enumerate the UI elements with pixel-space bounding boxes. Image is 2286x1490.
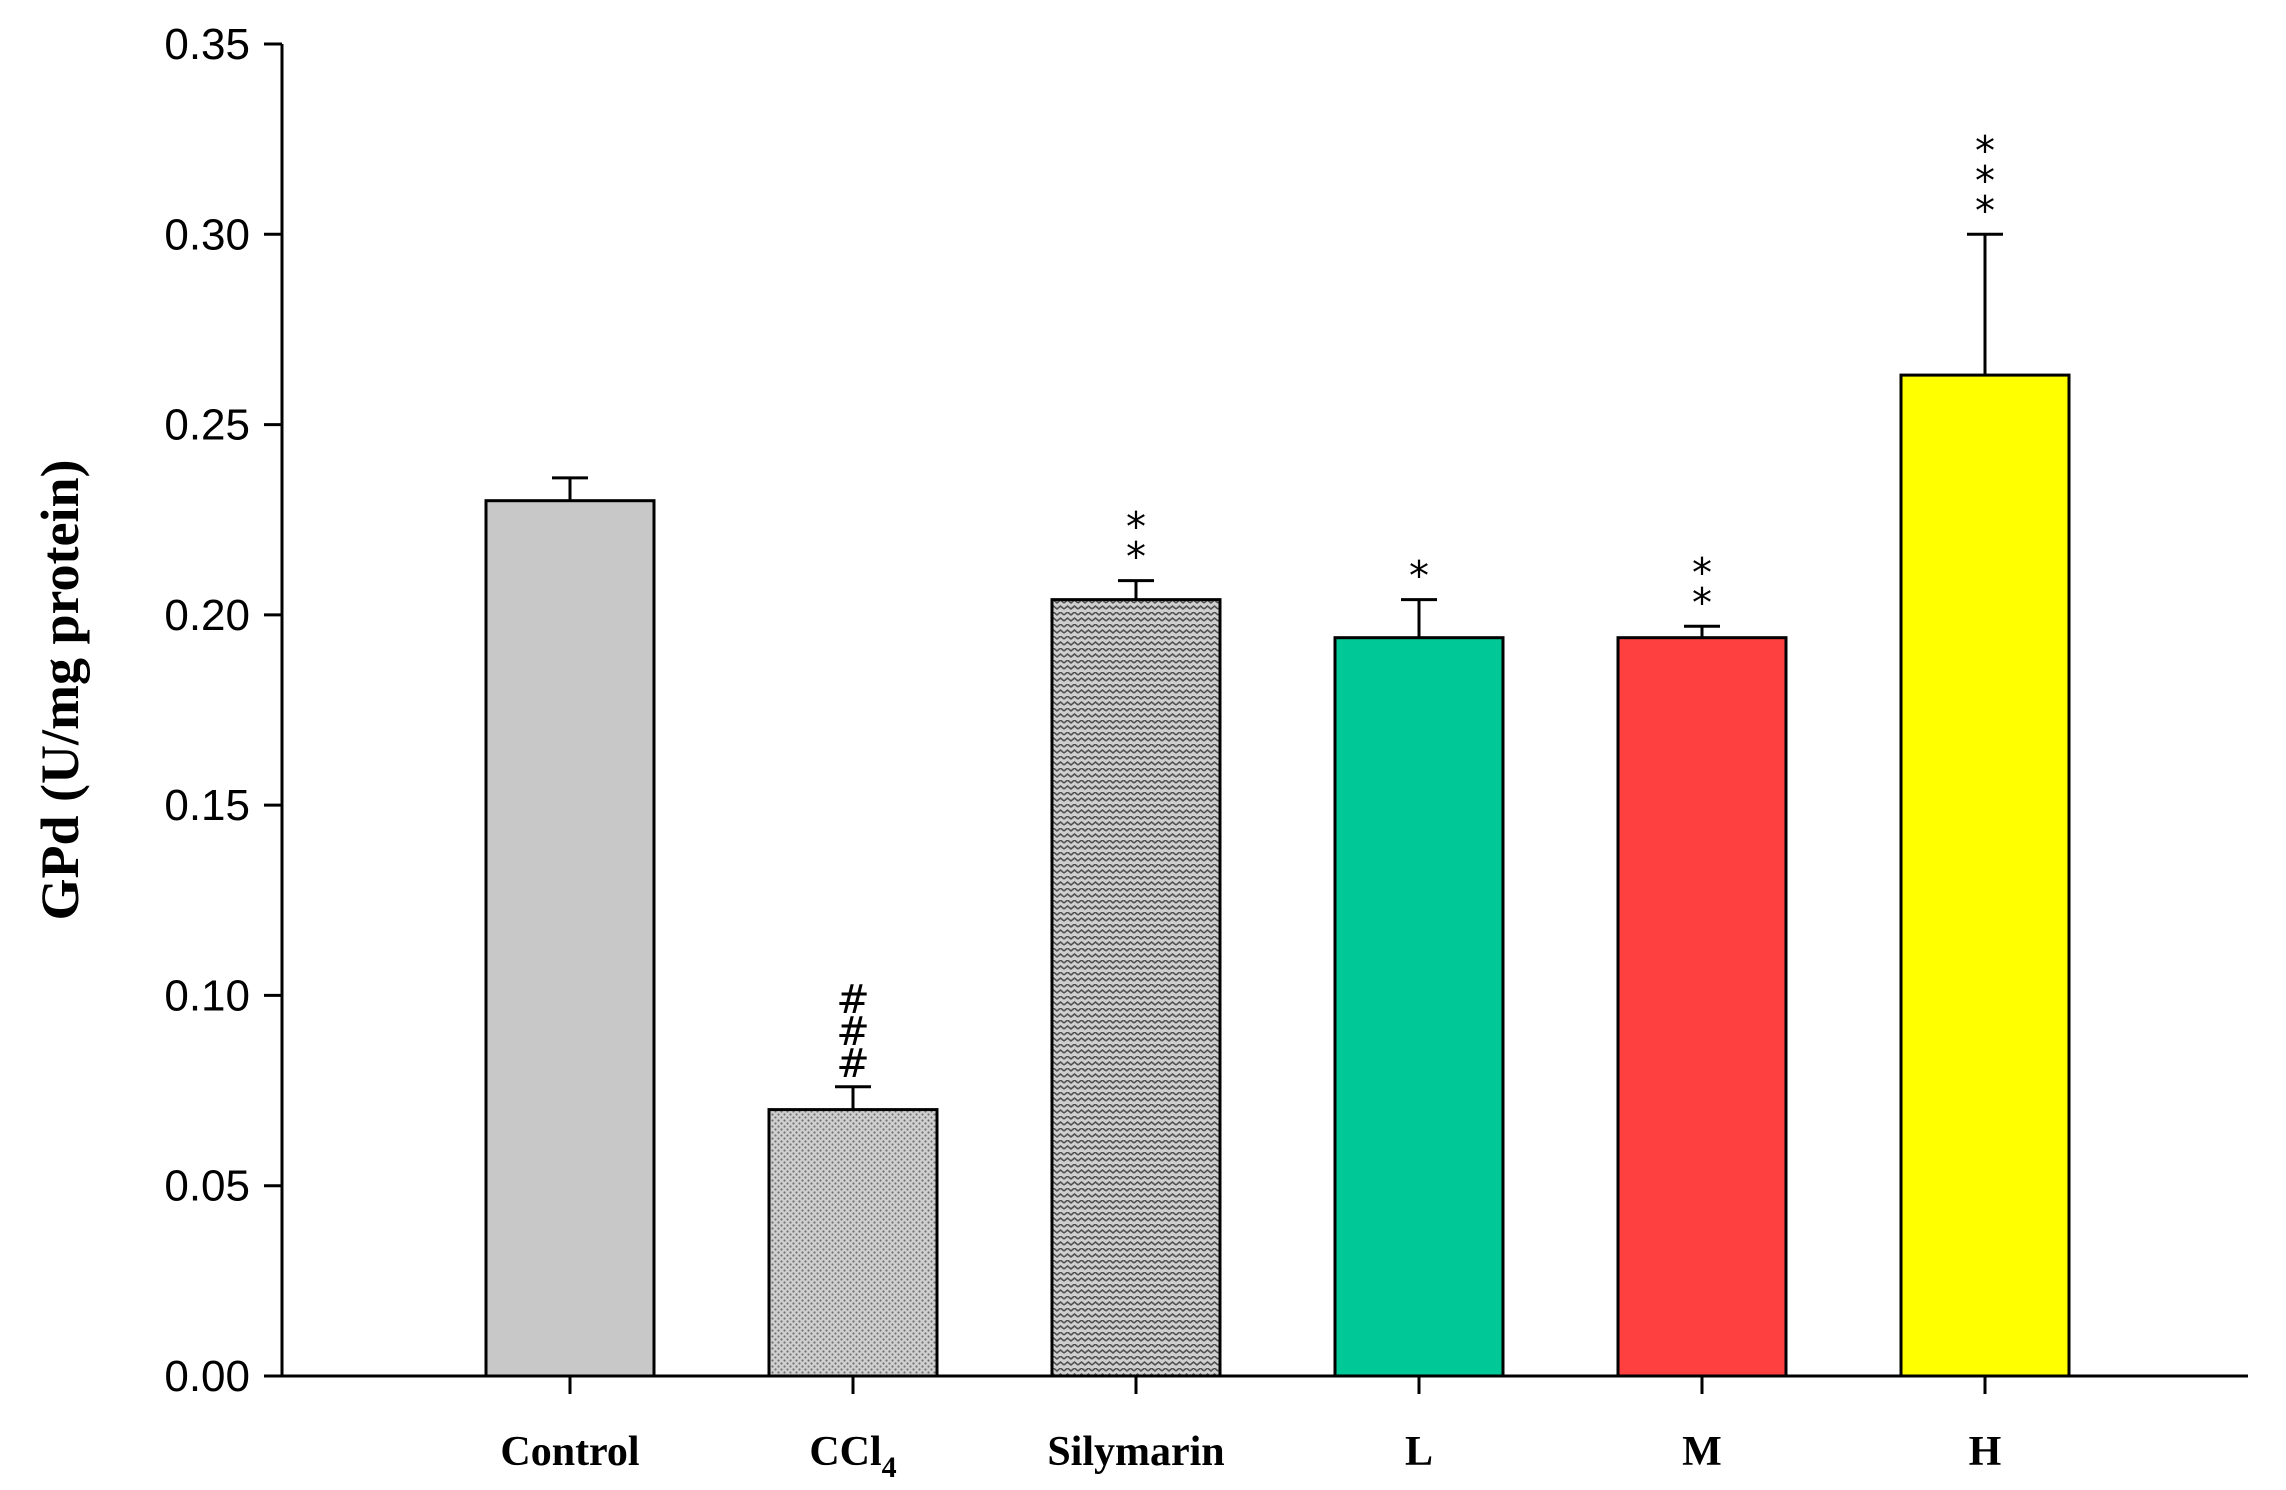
x-tick-label-text: Control	[500, 1429, 639, 1475]
x-tick-label: H	[1969, 1429, 2002, 1475]
significance-label: *	[1409, 554, 1429, 600]
significance-label: **	[1692, 550, 1712, 626]
significance-mark: *	[1975, 188, 1995, 234]
significance-mark: #	[836, 977, 870, 1023]
x-tick-label: L	[1405, 1429, 1433, 1475]
significance-label: **	[1126, 505, 1146, 581]
x-tick-label-text: M	[1682, 1429, 1722, 1475]
significance-mark: *	[1126, 535, 1146, 581]
y-tick-label: 0.25	[164, 401, 250, 450]
significance-label: ***	[1975, 128, 1995, 234]
x-tick-label-text: CCl	[809, 1429, 881, 1475]
significance-mark: *	[1692, 550, 1712, 596]
x-tick-label-text: Silymarin	[1047, 1429, 1224, 1475]
y-axis: 0.00 0.05 0.10 0.15 0.20 0.25 0.30 0.35	[164, 20, 284, 1401]
x-tick-label: Silymarin	[1047, 1429, 1224, 1475]
bar	[1333, 636, 1505, 1378]
x-tick-label-text: H	[1969, 1429, 2002, 1475]
significance-mark: *	[1975, 128, 1995, 174]
significance-mark: #	[836, 1009, 870, 1055]
x-tick-label: CCl4	[809, 1429, 896, 1484]
y-tick-label: 0.20	[164, 591, 250, 640]
bar	[1899, 373, 2071, 1378]
bar	[767, 1108, 939, 1378]
y-tick-label: 0.00	[164, 1352, 250, 1401]
bars-group: ###********	[484, 128, 2071, 1378]
significance-label: ###	[836, 977, 870, 1087]
x-tick-label: M	[1682, 1429, 1722, 1475]
y-axis-title: GPd (U/mg protein)	[30, 460, 90, 921]
y-tick-label: 0.05	[164, 1162, 250, 1211]
significance-mark: *	[1975, 158, 1995, 204]
significance-mark: *	[1409, 554, 1429, 600]
x-tick-label: Control	[500, 1429, 639, 1475]
significance-mark: *	[1692, 580, 1712, 626]
y-tick-label: 0.30	[164, 210, 250, 259]
significance-mark: *	[1126, 505, 1146, 551]
bar	[1616, 636, 1788, 1378]
y-tick-label: 0.35	[164, 20, 250, 69]
bar	[1050, 598, 1222, 1378]
y-tick-label: 0.15	[164, 781, 250, 830]
x-tick-label-text: L	[1405, 1429, 1433, 1475]
significance-mark: #	[836, 1041, 870, 1087]
x-tick-label-subscript: 4	[882, 1451, 897, 1484]
x-axis: Control CCl4 Silymarin L M H	[282, 1374, 2248, 1484]
y-tick-label: 0.10	[164, 971, 250, 1020]
bar	[484, 499, 656, 1378]
